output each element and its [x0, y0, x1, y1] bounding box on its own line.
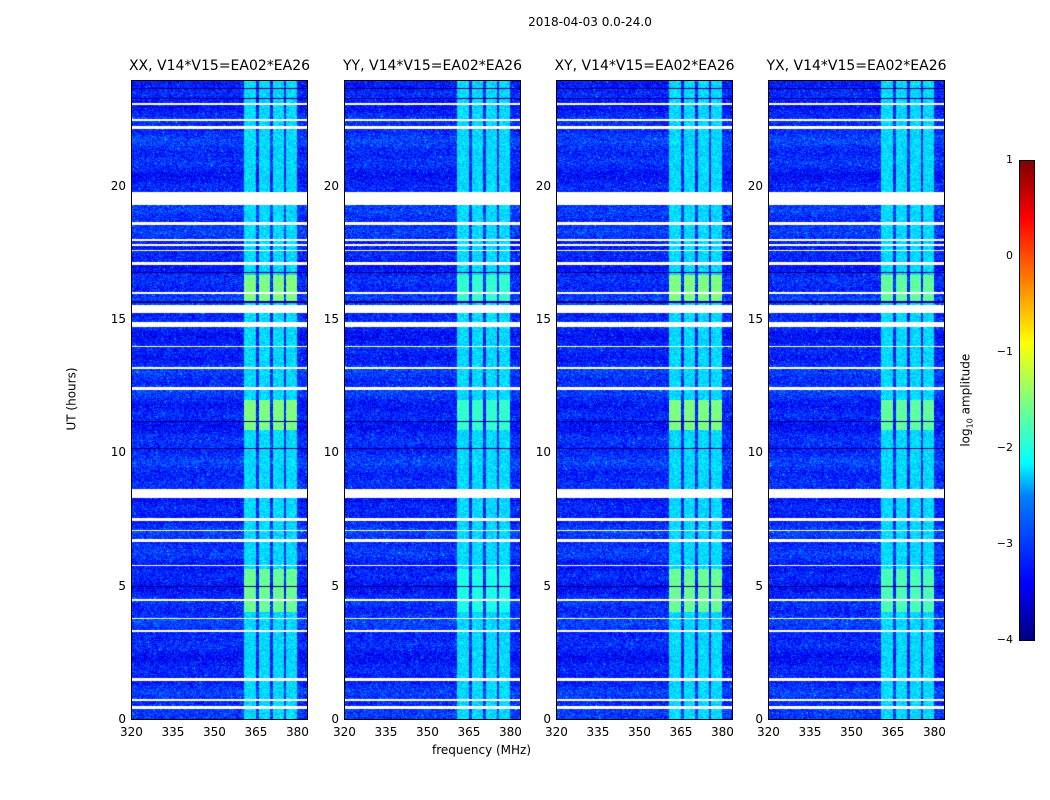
y-tick-label: 20 — [747, 178, 763, 193]
panel-0: XX, V14*V15=EA02*EA26 320 335 350 365 380 0 5 10… — [111, 58, 310, 739]
y-tick-label: 15 — [747, 312, 763, 326]
x-tick-label: 350 — [627, 725, 651, 739]
colorbar-tick-label: −3 — [996, 537, 1013, 550]
colorbar-label: log10 amplitude — [958, 353, 975, 447]
y-tick-label: 0 — [755, 712, 763, 726]
colorbar-tick-label: −2 — [996, 441, 1013, 454]
x-tick-label: 365 — [244, 725, 268, 739]
y-tick-label: 0 — [331, 712, 339, 726]
panel-title: YY, V14*V15=EA02*EA26 — [343, 58, 522, 74]
x-tick-label: 365 — [881, 725, 905, 739]
spectrogram — [131, 80, 308, 720]
y-tick-label: 5 — [543, 578, 551, 593]
x-tick-label: 350 — [202, 725, 226, 739]
x-tick-label: 380 — [922, 725, 946, 739]
y-tick-label: 0 — [543, 712, 551, 726]
x-tick-label: 350 — [839, 725, 863, 739]
y-tick-label: 10 — [535, 445, 551, 460]
y-tick-label: 20 — [110, 178, 126, 193]
y-tick-label: 15 — [323, 312, 339, 326]
colorbar-tick-label: 1 — [1006, 153, 1013, 166]
panel-title: XY, V14*V15=EA02*EA26 — [554, 58, 735, 74]
x-axis-label: frequency (MHz) — [432, 743, 532, 757]
x-tick-label: 335 — [161, 725, 185, 739]
y-tick-label: 20 — [323, 178, 339, 193]
x-tick-label: 365 — [457, 725, 481, 739]
y-tick-label: 20 — [535, 178, 551, 193]
x-tick-label: 380 — [710, 725, 734, 739]
y-axis-label: UT (hours) — [64, 367, 79, 431]
y-tick-label: 5 — [118, 578, 126, 593]
y-tick-label: 10 — [747, 445, 763, 460]
spectrogram — [556, 80, 733, 720]
x-tick-label: 335 — [374, 725, 398, 739]
y-tick-label: 10 — [110, 445, 126, 460]
y-tick-label: 15 — [535, 312, 551, 326]
x-tick-label: 365 — [669, 725, 693, 739]
axes-frame — [556, 80, 733, 720]
panel-1: YY, V14*V15=EA02*EA26 320 335 350 365 380 0 5 10… — [324, 58, 522, 739]
panel-title: YX, V14*V15=EA02*EA26 — [766, 58, 947, 74]
y-tick-label: 0 — [118, 712, 126, 726]
x-tick-label: 380 — [285, 725, 309, 739]
y-tick-label: 15 — [110, 312, 126, 326]
x-tick-label: 320 — [120, 725, 143, 739]
y-tick-label: 5 — [755, 578, 763, 593]
axes-frame — [768, 80, 945, 720]
colorbar-tick-label: −1 — [996, 345, 1013, 358]
y-tick-label: 10 — [323, 445, 339, 460]
panel-title: XX, V14*V15=EA02*EA26 — [128, 58, 311, 74]
spectrogram — [344, 80, 521, 720]
panel-3: YX, V14*V15=EA02*EA26 320 335 350 365 380 0 5 10… — [748, 58, 947, 739]
colorbar-tick-label: −4 — [996, 633, 1013, 646]
x-tick-label: 380 — [498, 725, 522, 739]
x-tick-label: 335 — [798, 725, 822, 739]
x-tick-label: 320 — [333, 725, 356, 739]
x-tick-label: 350 — [415, 725, 439, 739]
x-tick-label: 320 — [545, 725, 568, 739]
colorbar — [1019, 160, 1035, 641]
colorbar-tick-label: 0 — [1006, 249, 1013, 262]
x-tick-label: 320 — [757, 725, 780, 739]
panel-2: XY, V14*V15=EA02*EA26 320 335 350 365 380 0 5 10… — [536, 58, 735, 739]
x-tick-label: 335 — [586, 725, 610, 739]
spectrogram — [768, 80, 945, 720]
y-tick-label: 5 — [331, 578, 339, 593]
figure-title: 2018-04-03 0.0-24.0 — [528, 15, 652, 29]
axes-frame — [344, 80, 521, 720]
axes-frame — [131, 80, 308, 720]
